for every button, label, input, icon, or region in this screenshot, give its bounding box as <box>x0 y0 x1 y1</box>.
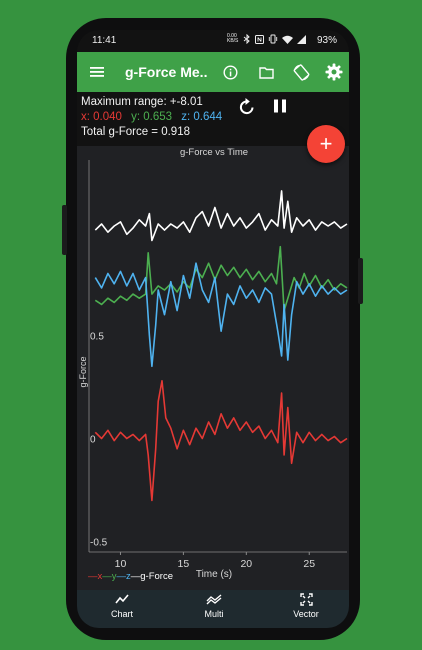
total-gforce-label: Total g-Force = 0.918 <box>81 126 190 138</box>
nav-chart-label: Chart <box>110 609 133 619</box>
vibrate-icon <box>268 34 278 44</box>
bluetooth-icon <box>243 34 250 44</box>
nav-multi[interactable]: Multi <box>179 593 249 619</box>
app-title: g-Force Me... <box>125 64 207 80</box>
x-tick-label: 10 <box>115 558 127 570</box>
multi-icon <box>179 593 249 609</box>
x-tick-label: 25 <box>303 558 315 570</box>
y-value: y: 0.653 <box>131 111 173 123</box>
x-axis-label: Time (s) <box>196 569 232 580</box>
network-speed-indicator: 0.00 KB/S <box>227 33 239 44</box>
nav-vector[interactable]: Vector <box>271 593 341 619</box>
folder-icon[interactable] <box>255 52 277 92</box>
z-value: z: 0.644 <box>181 111 223 123</box>
series-line-g-force <box>94 190 348 242</box>
y-tick-label: -0.5 <box>90 538 108 549</box>
chart-title: g-Force vs Time <box>180 147 248 158</box>
pause-icon[interactable] <box>271 97 291 117</box>
y-ticks: 0.5 0 -0.5 <box>90 331 108 548</box>
chart-legend: —x—y—z—g-Force <box>88 571 173 582</box>
x-ticks: 10 15 20 25 <box>115 552 315 570</box>
legend-x: x <box>98 571 103 582</box>
settings-icon[interactable] <box>323 52 345 92</box>
signal-icon <box>297 34 306 44</box>
refresh-icon[interactable] <box>237 97 259 119</box>
y-tick-label: 0 <box>90 435 96 446</box>
nav-vector-label: Vector <box>293 609 319 619</box>
y-axis-label: g-Force <box>78 356 88 387</box>
series-line-y <box>94 245 348 312</box>
nav-chart[interactable]: Chart <box>87 593 157 619</box>
info-icon[interactable] <box>219 52 241 92</box>
status-indicators: 0.00 KB/S <box>227 34 306 44</box>
plus-icon: + <box>319 131 333 156</box>
series-line-x <box>94 380 348 502</box>
legend-gforce: g-Force <box>140 571 173 582</box>
side-button-left <box>62 205 67 255</box>
gforce-chart: g-Force vs Time 0.5 0 -0.5 10 15 20 25 g-Forc… <box>77 146 349 590</box>
screen-rotation-icon[interactable] <box>289 52 313 92</box>
legend-z: z <box>126 571 131 582</box>
chart-canvas: g-Force vs Time 0.5 0 -0.5 10 15 20 25 g-Forc… <box>78 147 348 582</box>
wifi-icon <box>282 35 293 44</box>
max-range-label: Maximum range: +-8.01 <box>81 96 203 108</box>
legend-y: y <box>112 571 117 582</box>
x-tick-label: 15 <box>178 558 190 570</box>
phone-screen: 11:41 0.00 KB/S 93% g-Force Me... Maxi <box>77 30 349 628</box>
vector-icon <box>271 593 341 609</box>
chart-icon <box>87 593 157 609</box>
nav-multi-label: Multi <box>204 609 224 619</box>
svg-text:—x—y—z—g-Force: —x—y—z—g-Force <box>88 571 173 582</box>
nfc-icon <box>255 34 264 44</box>
status-bar: 11:41 0.00 KB/S 93% <box>77 30 349 52</box>
side-button-right <box>358 258 363 304</box>
axis-readout: x: 0.040 y: 0.653 z: 0.644 <box>81 111 222 123</box>
series-lines <box>94 190 348 502</box>
add-fab-button[interactable]: + <box>307 125 345 163</box>
readout-panel: Maximum range: +-8.01 x: 0.040 y: 0.653 … <box>77 92 349 144</box>
app-bar: g-Force Me... <box>77 52 349 92</box>
x-value: x: 0.040 <box>81 111 122 123</box>
battery-percent: 93% <box>316 35 337 46</box>
bottom-navigation: Chart Multi Vector <box>77 590 349 628</box>
x-tick-label: 20 <box>240 558 252 570</box>
y-tick-label: 0.5 <box>90 331 104 342</box>
status-time: 11:41 <box>92 35 117 46</box>
series-line-z <box>94 262 348 368</box>
menu-icon[interactable] <box>87 52 107 92</box>
